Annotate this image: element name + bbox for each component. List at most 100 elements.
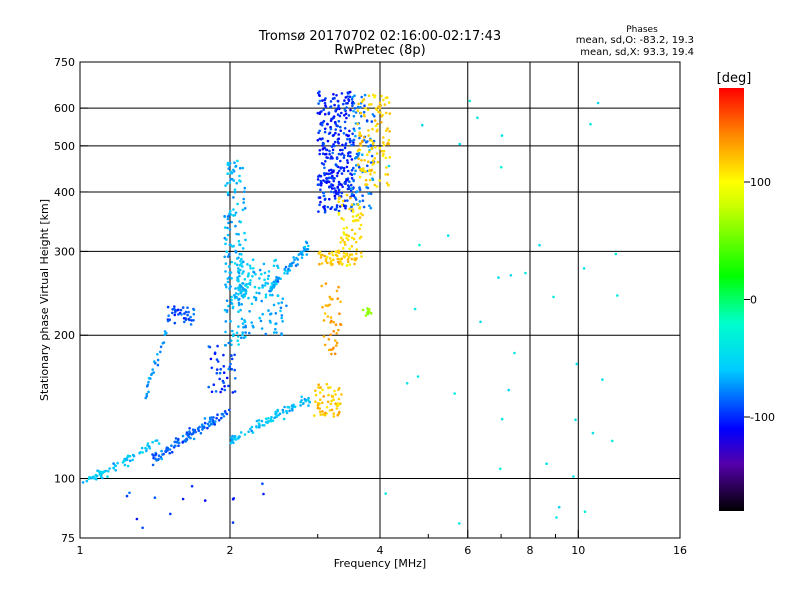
data-point — [225, 412, 229, 416]
data-point — [341, 247, 345, 250]
data-point — [238, 274, 241, 278]
data-point — [179, 308, 183, 312]
data-point — [350, 98, 354, 101]
data-point — [250, 425, 254, 429]
data-point — [354, 164, 358, 167]
data-point — [263, 284, 267, 287]
data-point — [166, 446, 170, 450]
data-point — [343, 146, 347, 150]
data-point — [320, 262, 324, 265]
data-point — [366, 186, 370, 190]
colorbar-tick-label: -100 — [750, 411, 775, 424]
data-point — [266, 282, 270, 285]
data-point — [223, 226, 227, 229]
data-point — [141, 526, 144, 530]
data-point — [367, 150, 371, 154]
y-tick-label: 500 — [54, 140, 75, 153]
data-point — [203, 499, 207, 502]
data-point — [317, 131, 320, 135]
data-point — [326, 123, 329, 126]
data-point — [230, 177, 234, 181]
data-point — [237, 303, 241, 307]
data-point — [300, 399, 303, 402]
data-point — [500, 165, 503, 169]
data-point — [336, 171, 340, 175]
data-point — [366, 164, 369, 168]
data-point — [360, 95, 364, 99]
data-point — [347, 255, 351, 259]
data-point — [346, 187, 350, 191]
data-point — [292, 256, 295, 259]
data-point — [347, 99, 351, 103]
data-point — [128, 491, 131, 495]
data-point — [318, 250, 322, 254]
data-point — [203, 421, 207, 425]
data-point — [173, 444, 177, 448]
data-point — [348, 90, 352, 94]
data-point — [367, 145, 370, 148]
data-point — [302, 402, 305, 405]
data-point — [225, 299, 229, 303]
data-point — [319, 256, 323, 259]
data-point — [250, 321, 253, 324]
data-point — [229, 339, 233, 343]
data-point — [555, 516, 558, 519]
data-point — [379, 104, 383, 107]
data-point — [320, 123, 324, 127]
data-point — [210, 390, 214, 394]
data-point — [181, 441, 184, 444]
data-point — [388, 112, 392, 115]
data-point — [538, 243, 541, 247]
data-point — [330, 263, 334, 266]
data-point — [95, 478, 98, 481]
data-point — [321, 144, 324, 147]
data-point — [337, 180, 341, 184]
data-point — [339, 402, 342, 406]
data-point — [300, 256, 304, 260]
data-point — [181, 434, 185, 438]
data-point — [244, 283, 248, 287]
data-point — [509, 274, 513, 277]
data-point — [224, 320, 228, 323]
data-point — [217, 418, 221, 422]
data-point — [244, 324, 247, 328]
data-point — [177, 444, 180, 448]
data-point — [342, 132, 346, 135]
data-point — [331, 395, 335, 398]
data-point — [348, 180, 351, 183]
data-point — [331, 134, 335, 137]
data-point — [321, 388, 324, 392]
data-point — [228, 252, 231, 256]
data-point — [227, 341, 230, 345]
data-point — [225, 250, 229, 253]
data-point — [364, 106, 367, 110]
data-point — [329, 333, 333, 337]
data-point — [188, 427, 191, 430]
data-point — [260, 419, 264, 423]
data-point — [264, 332, 268, 336]
data-point — [336, 297, 340, 301]
data-point — [276, 276, 280, 280]
data-point — [240, 294, 244, 298]
data-point — [192, 312, 196, 316]
y-tick-label: 100 — [54, 473, 75, 486]
data-point — [324, 104, 327, 107]
data-point — [359, 251, 363, 255]
data-point — [342, 251, 346, 255]
data-point — [322, 319, 326, 322]
data-point — [233, 368, 236, 372]
data-point — [329, 157, 332, 160]
data-point — [231, 305, 235, 309]
data-point — [345, 236, 348, 240]
data-point — [318, 149, 322, 152]
data-point — [582, 267, 586, 270]
data-point — [370, 120, 374, 123]
data-point — [332, 320, 336, 324]
data-point — [281, 297, 285, 301]
data-point — [345, 165, 349, 169]
data-point — [340, 183, 343, 186]
data-point — [340, 92, 344, 95]
data-point — [332, 170, 335, 173]
data-point — [295, 256, 298, 260]
data-point — [368, 204, 371, 208]
